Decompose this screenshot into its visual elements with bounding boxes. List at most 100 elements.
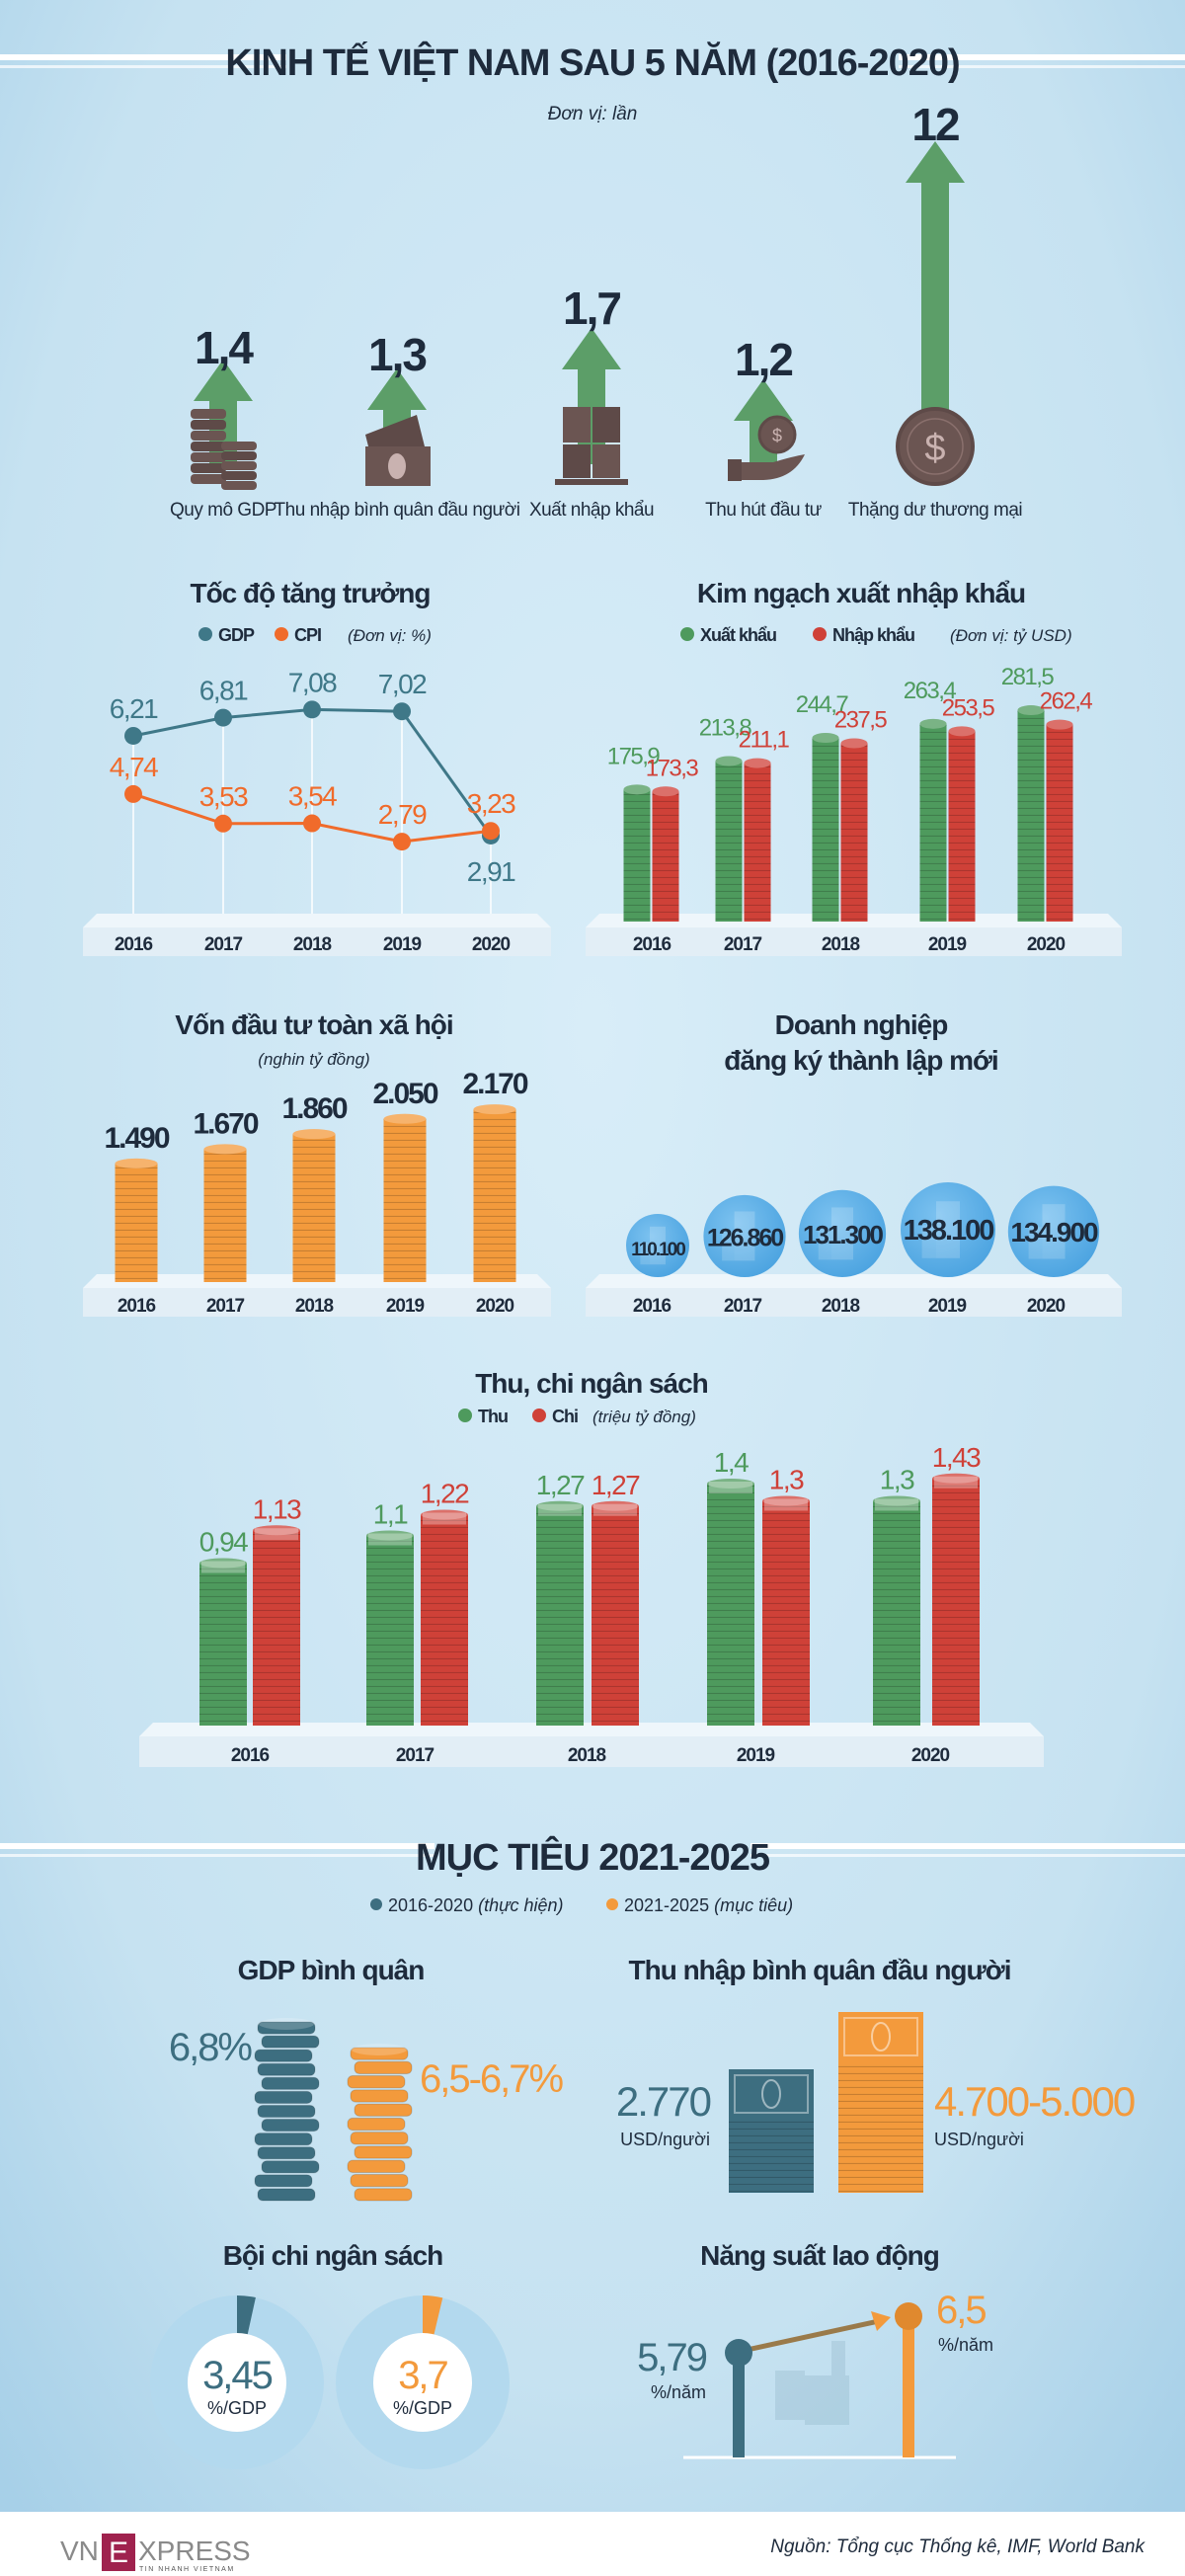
legend-actual-dot (370, 1898, 382, 1910)
growth-unit: (Đơn vị: %) (348, 626, 432, 645)
bar-import (744, 758, 771, 922)
deficit-title: Bội chi ngân sách (223, 2240, 443, 2271)
gdp-target-value: 6,5-6,7% (420, 2057, 564, 2101)
multiplier-label: Thu hút đầu tư (705, 500, 822, 521)
productivity-target-value: 6,5 (936, 2289, 986, 2332)
enterprise-title-1: Doanh nghiệp (775, 1009, 948, 1040)
legend-expense-label: Chi (552, 1407, 578, 1426)
enterprise-bubble: 138.100 (901, 1182, 995, 1277)
bar-expense-stripes (762, 1500, 810, 1726)
page-title: KINH TẾ VIỆT NAM SAU 5 NĂM (2016-2020) (225, 40, 959, 84)
enterprise-platform (586, 1288, 1122, 1317)
multiplier-value: 1,7 (563, 282, 620, 334)
bar-import-cap (948, 726, 976, 737)
x-tick-label: 2016 (633, 934, 672, 955)
cash-stack-target (838, 2012, 923, 2193)
data-label-expense: 1,3 (769, 1465, 804, 1495)
post-target (903, 2316, 914, 2457)
wrench-hand-icon (775, 2341, 849, 2425)
banknote-icon (201, 1561, 245, 1573)
bar-import-stripes (652, 791, 679, 922)
bar-import-cap (652, 786, 679, 797)
banknote-icon (538, 1503, 582, 1516)
building-icon (1042, 1204, 1066, 1259)
bar-import-stripes (1046, 724, 1073, 922)
data-label-export: 175,9 (607, 743, 661, 769)
bar-import-stripes (948, 731, 976, 922)
x-tick-label: 2020 (472, 934, 511, 955)
data-label: 134.900 (1010, 1217, 1098, 1248)
data-label-cpi: 2,79 (378, 799, 427, 830)
bar-revenue (536, 1500, 584, 1726)
deficit-target-value: 3,7 (398, 2354, 447, 2397)
bar-export-cap-shine (1017, 705, 1045, 716)
x-tick-label: 2019 (928, 934, 967, 955)
x-tick-label: 2018 (568, 1745, 606, 1766)
targets-rule-right-2 (750, 1854, 1185, 1857)
deficit-target-unit: %/GDP (393, 2398, 452, 2418)
bar-export-cap-shine (715, 756, 743, 766)
data-label-expense: 1,13 (253, 1493, 301, 1524)
investment-bar-stripes (473, 1109, 516, 1282)
svg-text:$: $ (772, 426, 782, 445)
income-target-title: Thu nhập bình quân đầu người (628, 1955, 1010, 1985)
banknote-icon (368, 1533, 412, 1546)
x-tick-label: 2017 (396, 1745, 434, 1766)
bar-expense-cap-shine (932, 1473, 980, 1484)
income-actual-unit: USD/người (620, 2130, 710, 2149)
legend-target: 2021-2025 (mục tiêu) (624, 1895, 793, 1915)
budget-chart: Thu, chi ngân sách Thu Chi (triệu tỷ đồn… (139, 1368, 1044, 1767)
bar-revenue-cap-shine (536, 1500, 584, 1511)
investment-bar (115, 1158, 158, 1282)
bar-revenue-cap (707, 1479, 754, 1489)
productivity-actual-value: 5,79 (637, 2336, 707, 2379)
x-tick-label: 2017 (724, 934, 762, 955)
investment-bar-stripes (115, 1163, 158, 1282)
vnexpress-logo[interactable]: VN E XPRESS TIN NHANH VIETNAM (60, 2534, 251, 2573)
legend-export-label: Xuất khẩu (700, 625, 776, 645)
bar-export-cap-shine (919, 718, 947, 729)
bar-expense-stripes (592, 1505, 639, 1726)
bar-export (623, 784, 651, 922)
trade-platform (586, 927, 1122, 956)
enterprise-chart: Doanh nghiệp đăng ký thành lập mới 110.1… (586, 1009, 1122, 1317)
bar-revenue-stripes (366, 1535, 414, 1726)
budget-platform-top (139, 1723, 1044, 1736)
investment-bar (383, 1113, 427, 1282)
growth-arrow-2 (562, 328, 621, 464)
bar-expense (421, 1509, 468, 1726)
x-tick-label: 2018 (295, 1296, 334, 1317)
bar-expense-cap (421, 1509, 468, 1520)
legend-target-dot (606, 1898, 618, 1910)
footer-band (0, 2512, 1185, 2576)
x-tick-label: 2017 (724, 1296, 762, 1317)
point-gdp (303, 700, 321, 719)
investment-bar-cap-shine (473, 1104, 516, 1115)
bar-export-stripes (715, 761, 743, 922)
bar-revenue (873, 1495, 920, 1726)
data-label: 1.860 (281, 1092, 347, 1125)
bar-export (1017, 705, 1045, 922)
bar-import-cap (1046, 719, 1073, 730)
coin-stack-target (347, 2044, 413, 2202)
data-label-import: 262,4 (1040, 688, 1093, 715)
legend-gdp-label: GDP (218, 625, 255, 645)
x-tick-label: 2020 (1027, 1296, 1066, 1317)
footer: VN E XPRESS TIN NHANH VIETNAM Nguồn: Tổn… (0, 2512, 1185, 2576)
investment-bar-stripes (203, 1149, 247, 1282)
deficit-slice (237, 2295, 256, 2337)
bar-import (652, 786, 679, 922)
legend-revenue-dot (458, 1409, 472, 1422)
bar-revenue-cap-shine (873, 1495, 920, 1506)
bar-export (812, 733, 839, 922)
bar-export-stripes (1017, 710, 1045, 922)
bar-expense-stripes (932, 1478, 980, 1726)
title-rule-right-2 (899, 65, 1185, 68)
point-gdp (214, 708, 232, 727)
bar-revenue-stripes (707, 1484, 754, 1726)
bar-revenue-cap (199, 1558, 247, 1569)
targets-section: MỤC TIÊU 2021-2025 2016-2020 (thực hiện)… (0, 1835, 1185, 2469)
growth-title: Tốc độ tăng trưởng (190, 578, 430, 608)
x-tick-label: 2018 (822, 1296, 860, 1317)
legend-cpi-dot (275, 627, 288, 641)
